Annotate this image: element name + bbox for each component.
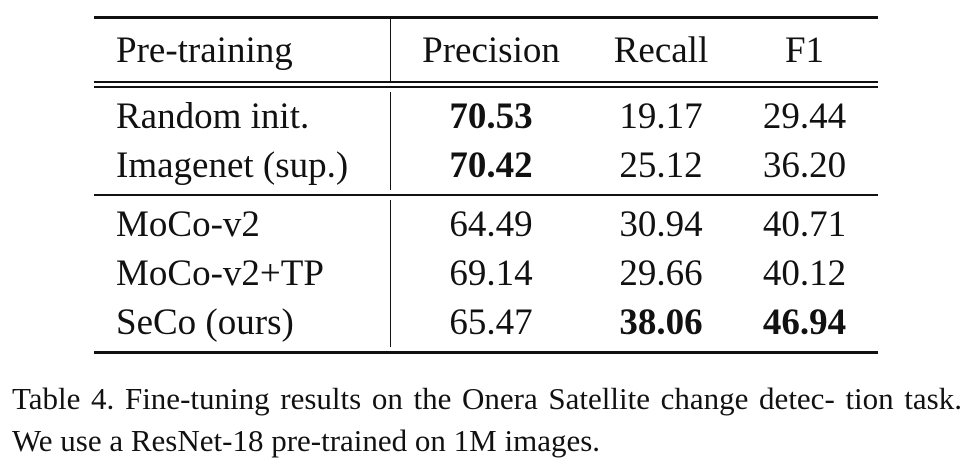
row-f1-value: 46.94 xyxy=(762,302,847,343)
header-f1: F1 xyxy=(784,29,825,71)
table-row: Random init. 70.53 19.17 29.44 xyxy=(94,92,878,141)
row-precision-value: 65.47 xyxy=(449,302,533,343)
table-top-rule xyxy=(94,16,878,19)
table-row: Imagenet (sup.) 70.42 25.12 36.20 xyxy=(94,141,878,190)
table-header-row: Pre-training Precision Recall F1 xyxy=(94,19,878,81)
row-method-name: MoCo-v2 xyxy=(94,200,391,249)
row-f1-value: 40.71 xyxy=(762,204,847,245)
table-group-baselines: Random init. 70.53 19.17 29.44 Imagenet (sup… xyxy=(94,88,878,194)
table-group-self-supervised: MoCo-v2 64.49 30.94 40.71 MoCo-v2+TP 69.14 29.… xyxy=(94,196,878,351)
row-method-name: Imagenet (sup.) xyxy=(94,141,391,190)
header-pretraining: Pre-training xyxy=(94,19,391,81)
row-method-name: MoCo-v2+TP xyxy=(94,249,391,298)
table-row: MoCo-v2 64.49 30.94 40.71 xyxy=(94,200,878,249)
row-recall-value: 29.66 xyxy=(619,253,703,294)
header-precision: Precision xyxy=(422,29,560,71)
row-precision-value: 69.14 xyxy=(449,253,533,294)
table-caption: Table 4. Fine-tuning results on the Oner… xyxy=(12,378,962,462)
row-recall-value: 19.17 xyxy=(619,96,703,137)
row-f1-value: 40.12 xyxy=(762,253,847,294)
results-table: Pre-training Precision Recall F1 Random … xyxy=(94,16,878,354)
row-method-name: Random init. xyxy=(94,92,391,141)
table-header-rule xyxy=(94,81,878,88)
row-precision-value: 70.53 xyxy=(449,96,533,137)
table-mid-rule xyxy=(94,194,878,196)
caption-line-2: tion task. We use a ResNet-18 pre-traine… xyxy=(12,381,962,458)
row-recall-value: 30.94 xyxy=(619,204,703,245)
row-recall-value: 38.06 xyxy=(619,302,703,343)
row-f1-value: 36.20 xyxy=(762,145,847,186)
table-row: SeCo (ours) 65.47 38.06 46.94 xyxy=(94,298,878,347)
row-recall-value: 25.12 xyxy=(619,145,703,186)
row-method-name: SeCo (ours) xyxy=(94,298,391,347)
table-bottom-rule xyxy=(94,351,878,354)
row-precision-value: 70.42 xyxy=(449,145,533,186)
row-precision-value: 64.49 xyxy=(449,204,533,245)
table-row: MoCo-v2+TP 69.14 29.66 40.12 xyxy=(94,249,878,298)
header-recall: Recall xyxy=(613,29,709,71)
caption-line-1: Table 4. Fine-tuning results on the Oner… xyxy=(12,381,835,416)
row-f1-value: 29.44 xyxy=(762,96,847,137)
